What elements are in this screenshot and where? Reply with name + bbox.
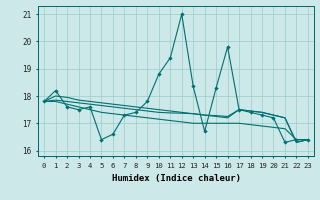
X-axis label: Humidex (Indice chaleur): Humidex (Indice chaleur) [111, 174, 241, 184]
